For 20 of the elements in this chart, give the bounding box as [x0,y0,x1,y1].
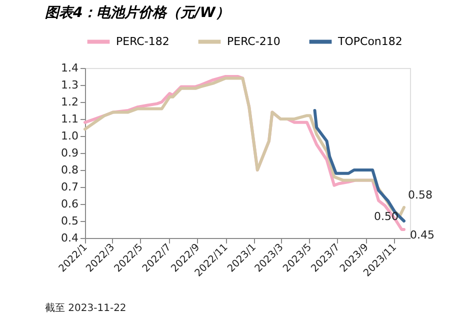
y-tick-label: 0.8 [61,164,78,176]
y-tick-label: 0.5 [61,214,78,228]
y-tick-label: 1.2 [61,96,78,108]
line-series [313,109,406,222]
annotation: 0.50 [374,210,398,223]
y-tick-label: 1.4 [61,62,78,74]
y-tick-label: 0.9 [61,146,78,160]
legend-label: PERC-182 [116,34,170,48]
y-tick-label: 0.7 [61,180,78,194]
y-tick-label: 1.1 [61,112,78,126]
y-tick-label: 1.3 [61,78,78,92]
annotation: 0.45 [410,228,434,242]
legend-label: PERC-210 [227,34,280,48]
y-tick-label: 1.0 [61,130,78,142]
annotation: 0.58 [408,188,432,202]
text: 截至 2023-11-22 [45,302,126,314]
y-tick-label: 0.4 [61,232,78,244]
chart-title: 图表4：电池片价格（元/W） [45,5,230,21]
y-tick-label: 0.6 [61,198,78,210]
legend-label: TOPCon182 [337,34,402,48]
